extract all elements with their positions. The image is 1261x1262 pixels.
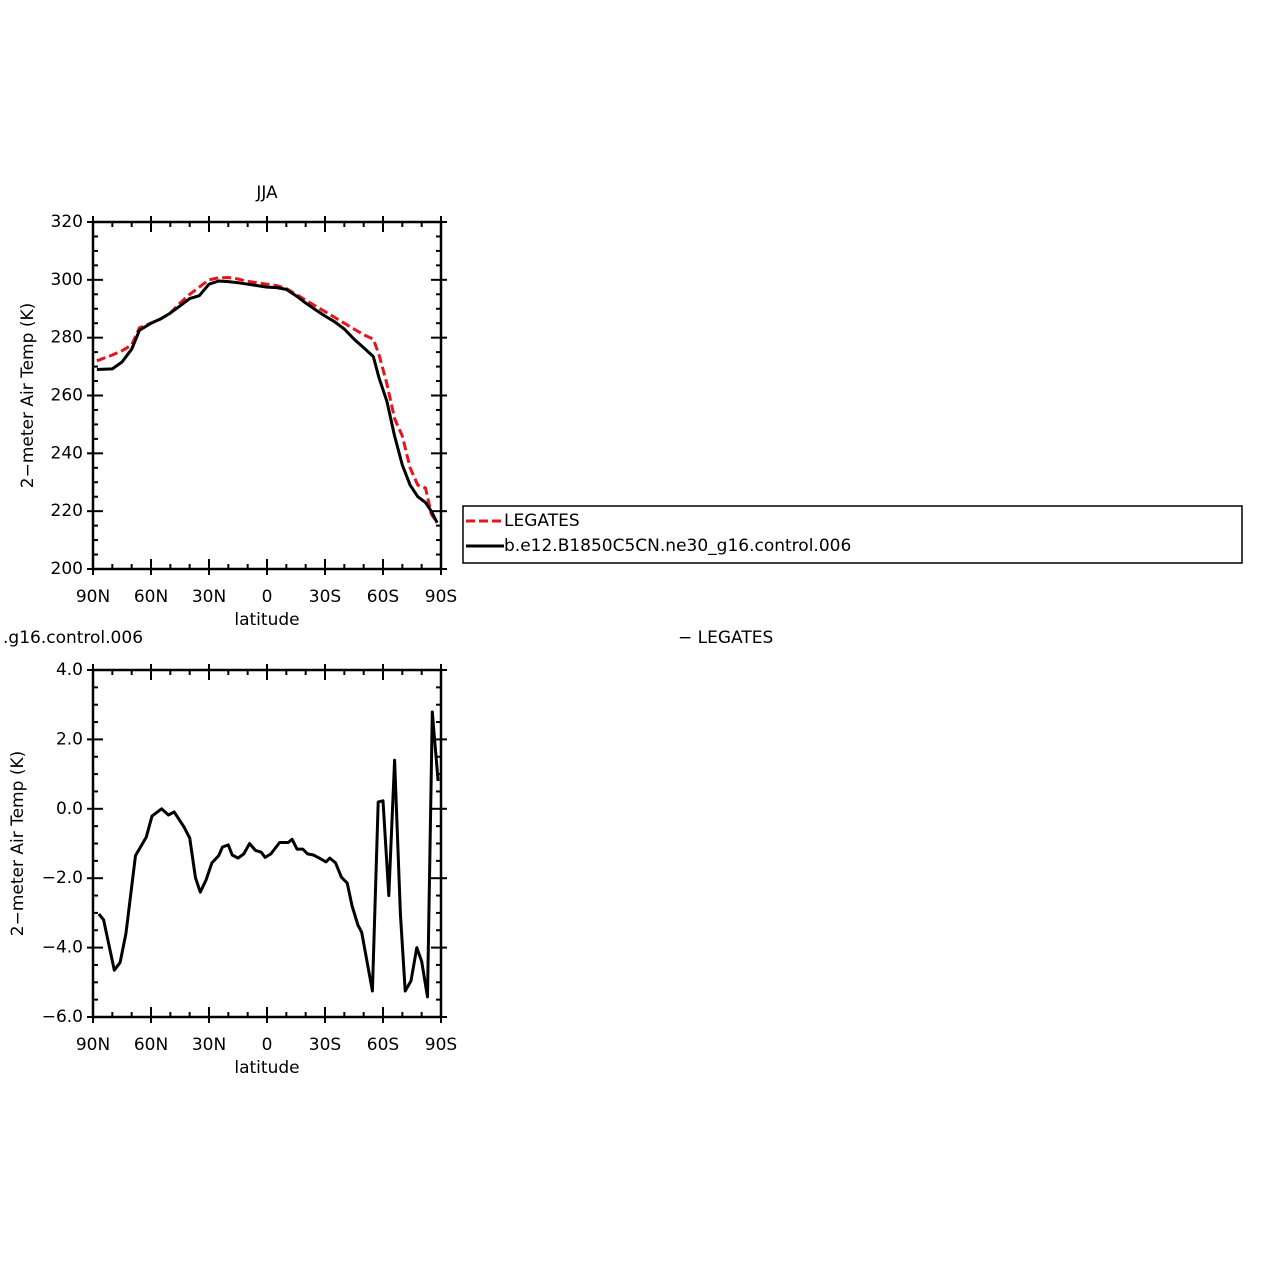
legend-box xyxy=(462,505,1243,564)
plot-frame xyxy=(91,668,443,1019)
y-tick-label: 200 xyxy=(51,559,83,579)
x-tick-label: 30N xyxy=(192,1035,226,1055)
chart-title: − LEGATES xyxy=(678,628,773,648)
y-tick-label: −6.0 xyxy=(42,1007,83,1027)
legend-label: LEGATES xyxy=(504,511,580,531)
x-axis-label: latitude xyxy=(234,610,299,630)
x-tick-label: 90S xyxy=(425,1035,457,1055)
y-tick-label: −4.0 xyxy=(42,938,83,958)
y-tick-label: 320 xyxy=(51,212,83,232)
x-tick-label: 30S xyxy=(309,1035,341,1055)
x-tick-label: 60S xyxy=(367,1035,399,1055)
x-tick-label: 30N xyxy=(192,587,226,607)
chart-title: .g16.control.006 xyxy=(3,628,143,648)
y-tick-label: 260 xyxy=(51,386,83,406)
y-tick-label: −2.0 xyxy=(42,868,83,888)
y-tick-label: 220 xyxy=(51,501,83,521)
data-line xyxy=(96,279,439,524)
x-tick-label: 90S xyxy=(425,587,457,607)
x-tick-label: 30S xyxy=(309,587,341,607)
x-tick-label: 0 xyxy=(262,1035,273,1055)
y-tick-label: 0.0 xyxy=(56,799,83,819)
y-axis-label: 2−meter Air Temp (K) xyxy=(8,751,28,936)
x-tick-label: 90N xyxy=(76,587,110,607)
y-tick-label: 240 xyxy=(51,443,83,463)
x-axis-label: latitude xyxy=(234,1058,299,1078)
legend-label: b.e12.B1850C5CN.ne30_g16.control.006 xyxy=(504,536,851,556)
data-line xyxy=(97,710,440,999)
y-tick-label: 4.0 xyxy=(56,660,83,680)
y-tick-label: 300 xyxy=(51,270,83,290)
y-axis-label: 2−meter Air Temp (K) xyxy=(18,303,38,488)
x-tick-label: 60S xyxy=(367,587,399,607)
y-tick-label: 2.0 xyxy=(56,729,83,749)
y-tick-label: 280 xyxy=(51,328,83,348)
x-tick-label: 60N xyxy=(134,1035,168,1055)
x-tick-label: 90N xyxy=(76,1035,110,1055)
x-tick-label: 60N xyxy=(134,587,168,607)
chart-title: JJA xyxy=(255,183,278,203)
x-tick-label: 0 xyxy=(262,587,273,607)
